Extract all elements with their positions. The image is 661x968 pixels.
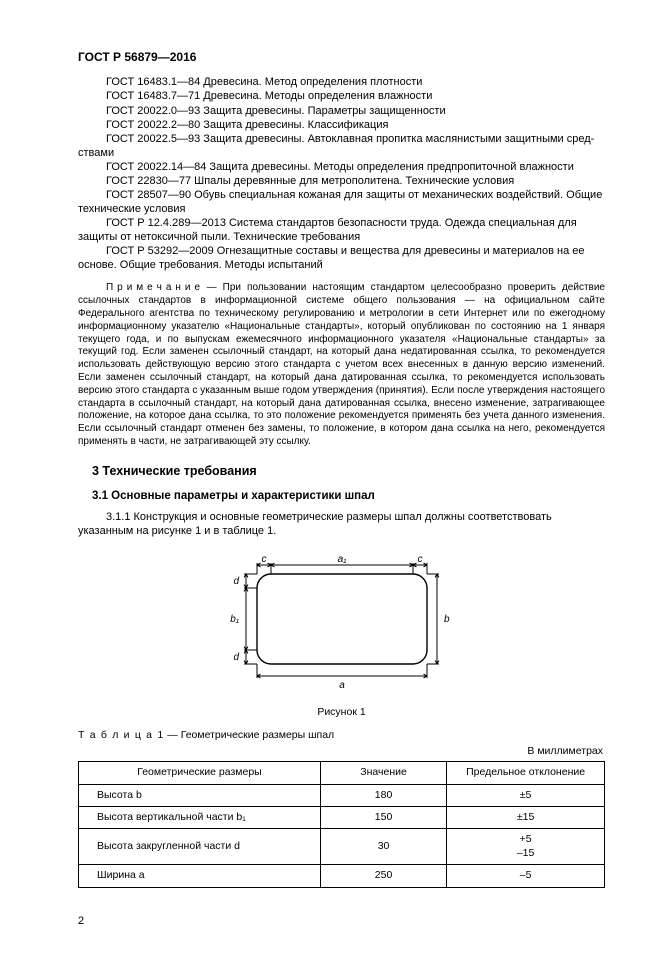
svg-text:a: a [339,680,345,691]
para-3-1-1: 3.1.1 Конструкция и основные геометричес… [78,510,605,538]
table-header-row: Геометрические размеры Значение Предельн… [79,762,605,784]
note-block: П р и м е ч а н и е — При пользовании на… [78,282,605,448]
ref-line: ГОСТ 16483.7—71 Древесина. Методы опреде… [78,89,605,103]
ref-line: ГОСТ 20022.5—93 Защита древесины. Автокл… [78,132,605,160]
svg-text:a₁: a₁ [337,554,346,565]
table-cell: +5–15 [447,829,605,865]
table-cell: 150 [320,806,446,828]
svg-text:d: d [233,576,239,587]
ref-line: ГОСТ Р 12.4.289—2013 Система стандартов … [78,216,605,244]
section-3-heading: 3 Технические требования [92,463,605,479]
table-row: Высота закругленной части d30+5–15 [79,829,605,865]
ref-line: ГОСТ 28507—90 Обувь специальная кожаная … [78,188,605,216]
table-row: Высота b180±5 [79,784,605,806]
table-caption-rest: — Геометрические размеры шпал [164,729,334,741]
page-number: 2 [78,914,605,928]
page-header: ГОСТ Р 56879—2016 [78,50,605,65]
table-header: Геометрические размеры [79,762,321,784]
table-row: Высота вертикальной части b₁150±15 [79,806,605,828]
table-cell: 30 [320,829,446,865]
figure-1-svg: c a₁ c a d b₁ d b [212,550,472,696]
figure-1-caption: Рисунок 1 [78,706,605,719]
table-cell: ±15 [447,806,605,828]
table-header: Предельное отклонение [447,762,605,784]
table-cell: Ширина a [79,865,321,887]
table-1: Геометрические размеры Значение Предельн… [78,761,605,888]
table-cell: Высота вертикальной части b₁ [79,806,321,828]
ref-line: ГОСТ 20022.0—93 Защита древесины. Параме… [78,104,605,118]
subsection-3-1-heading: 3.1 Основные параметры и характеристики … [92,489,605,504]
svg-text:c: c [261,554,266,565]
ref-line: ГОСТ 20022.14—84 Защита древесины. Метод… [78,160,605,174]
table-cell: –5 [447,865,605,887]
table-1-caption: Т а б л и ц а 1 — Геометрические размеры… [78,729,605,742]
note-lead: П р и м е ч а н и е [106,282,201,295]
ref-line: ГОСТ Р 53292—2009 Огнезащитные составы и… [78,244,605,272]
table-caption-lead: Т а б л и ц а 1 [78,729,164,741]
table-cell: ±5 [447,784,605,806]
svg-text:b₁: b₁ [230,614,239,625]
table-cell: 250 [320,865,446,887]
table-1-unit: В миллиметрах [78,745,603,758]
ref-line: ГОСТ 22830—77 Шпалы деревянные для метро… [78,174,605,188]
ref-line: ГОСТ 20022.2—80 Защита древесины. Класси… [78,118,605,132]
table-cell: 180 [320,784,446,806]
table-cell: Высота закругленной части d [79,829,321,865]
table-row: Ширина a250–5 [79,865,605,887]
ref-line: ГОСТ 16483.1—84 Древесина. Метод определ… [78,75,605,89]
svg-text:b: b [444,614,450,625]
svg-text:c: c [417,554,422,565]
references-block: ГОСТ 16483.1—84 Древесина. Метод определ… [78,75,605,272]
figure-1: c a₁ c a d b₁ d b [78,550,605,700]
svg-text:d: d [233,652,239,663]
table-cell: Высота b [79,784,321,806]
note-body: — При пользовании настоящим стандартом ц… [78,282,605,447]
table-header: Значение [320,762,446,784]
